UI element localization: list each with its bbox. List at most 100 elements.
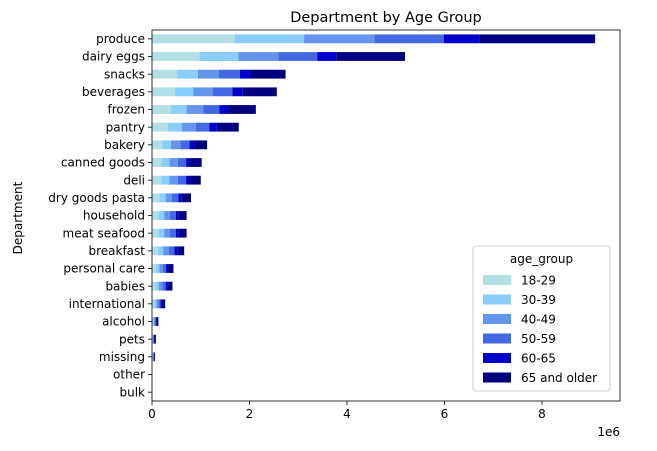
bar-deli-30-39 <box>161 175 170 185</box>
y-tick-label-bakery: bakery <box>104 138 145 152</box>
axes-layer: produce dairy eggs snacks beverages frozen pa… <box>48 29 621 421</box>
bar-frozen-30-39 <box>171 105 187 114</box>
bar-canned-goods-18-29 <box>152 158 162 167</box>
chart-title: Department by Age Group <box>290 10 482 26</box>
bar-pantry-40-49 <box>181 122 196 132</box>
bar-bakery-50-59 <box>180 140 190 150</box>
bar-personal-care-60-65 <box>166 264 169 273</box>
bar-dry-goods-pasta-18-29 <box>152 193 160 203</box>
bar-canned-goods-50-59 <box>177 158 187 167</box>
legend-swatch-30-39 <box>483 294 511 305</box>
bar-alcohol-65-and-older <box>156 317 159 326</box>
bar-meat-seafood-30-39 <box>158 228 165 238</box>
bar-snacks-30-39 <box>177 69 198 79</box>
legend-label-18-29: 18-29 <box>521 274 556 288</box>
y-tick-label-household: household <box>83 209 145 223</box>
bar-dairy-eggs-40-49 <box>238 52 279 61</box>
bar-pantry-65-and-older <box>216 122 239 132</box>
bar-produce-60-65 <box>444 34 480 44</box>
bar-frozen-40-49 <box>186 105 204 114</box>
y-tick-label-other: other <box>113 368 145 382</box>
y-tick-label-babies: babies <box>105 279 145 293</box>
bar-breakfast-18-29 <box>152 246 158 256</box>
y-tick-label-alcohol: alcohol <box>102 315 145 329</box>
bar-canned-goods-40-49 <box>169 158 178 167</box>
bar-dry-goods-pasta-60-65 <box>178 193 182 203</box>
bar-snacks-18-29 <box>152 69 178 79</box>
y-tick-label-dairy-eggs: dairy eggs <box>82 50 145 64</box>
bar-babies-30-39 <box>155 281 159 291</box>
bar-dairy-eggs-65-and-older <box>336 52 406 61</box>
bar-household-65-and-older <box>178 211 187 220</box>
bar-deli-50-59 <box>177 175 187 185</box>
bar-meat-seafood-18-29 <box>152 228 159 238</box>
bar-household-60-65 <box>175 211 179 220</box>
legend-swatch-50-59 <box>483 333 511 344</box>
bar-deli-65-and-older <box>190 175 201 185</box>
bar-meat-seafood-40-49 <box>164 228 171 238</box>
legend-swatch-65-and-older <box>483 372 511 383</box>
bar-breakfast-65-and-older <box>177 246 185 256</box>
legend: age_group 18-29 30-39 40-49 50-59 60-65 65 and… <box>472 245 611 392</box>
bar-pantry-50-59 <box>195 122 210 132</box>
y-tick-label-produce: produce <box>96 32 145 46</box>
bar-produce-30-39 <box>234 34 305 44</box>
bar-personal-care-50-59 <box>162 264 167 273</box>
bar-snacks-40-49 <box>197 69 219 79</box>
bar-bakery-18-29 <box>152 140 163 150</box>
bar-pets-65-and-older <box>154 334 156 344</box>
bar-dairy-eggs-18-29 <box>152 52 200 61</box>
bar-dairy-eggs-30-39 <box>199 52 239 61</box>
bar-meat-seafood-60-65 <box>175 228 179 238</box>
bar-babies-40-49 <box>158 281 163 291</box>
bar-alcohol-50-59 <box>154 317 156 326</box>
bar-produce-18-29 <box>152 34 235 44</box>
legend-swatch-18-29 <box>483 275 511 285</box>
y-tick-label-beverages: beverages <box>82 85 145 99</box>
bar-household-40-49 <box>164 211 171 220</box>
bar-babies-60-65 <box>165 281 168 291</box>
bar-bakery-40-49 <box>171 140 181 150</box>
plot-frame <box>151 29 621 402</box>
bar-beverages-18-29 <box>152 87 175 97</box>
bar-alcohol-40-49 <box>153 317 155 326</box>
bar-dry-goods-pasta-65-and-older <box>181 193 191 203</box>
bar-snacks-60-65 <box>239 69 251 79</box>
bar-produce-50-59 <box>374 34 445 44</box>
x-axis-offset-label: 1e6 <box>597 425 620 439</box>
x-tick-label-2: 2 <box>246 407 254 421</box>
bar-dairy-eggs-50-59 <box>278 52 318 61</box>
bar-international-18-29 <box>152 299 155 309</box>
bar-dry-goods-pasta-30-39 <box>159 193 166 203</box>
bar-frozen-60-65 <box>219 105 229 114</box>
y-tick-label-snacks: snacks <box>104 67 145 81</box>
y-tick-label-deli: deli <box>123 173 145 187</box>
bar-dairy-eggs-60-65 <box>317 52 337 61</box>
bar-babies-50-59 <box>162 281 166 291</box>
bar-bakery-65-and-older <box>194 140 208 150</box>
bar-beverages-65-and-older <box>242 87 277 97</box>
bar-alcohol-18-29 <box>152 317 153 326</box>
y-tick-label-meat-seafood: meat seafood <box>63 226 145 240</box>
bar-frozen-65-and-older <box>228 105 256 114</box>
x-tick-label-6: 6 <box>441 407 449 421</box>
bar-deli-60-65 <box>186 175 191 185</box>
bar-beverages-30-39 <box>174 87 194 97</box>
bar-personal-care-40-49 <box>159 264 163 273</box>
bar-canned-goods-65-and-older <box>190 158 202 167</box>
bar-produce-65-and-older <box>479 34 596 44</box>
bar-meat-seafood-50-59 <box>170 228 176 238</box>
bar-snacks-50-59 <box>218 69 240 79</box>
x-tick-label-8: 8 <box>538 407 546 421</box>
bar-missing-65-and-older <box>153 352 155 362</box>
y-tick-label-bulk: bulk <box>119 385 145 399</box>
y-tick-label-pets: pets <box>119 332 145 346</box>
x-tick-label-4: 4 <box>343 407 351 421</box>
bar-international-40-49 <box>156 299 159 309</box>
bar-canned-goods-60-65 <box>186 158 191 167</box>
bar-personal-care-18-29 <box>152 264 156 273</box>
legend-label-30-39: 30-39 <box>521 293 556 307</box>
bar-beverages-60-65 <box>232 87 243 97</box>
y-tick-label-missing: missing <box>99 350 145 364</box>
